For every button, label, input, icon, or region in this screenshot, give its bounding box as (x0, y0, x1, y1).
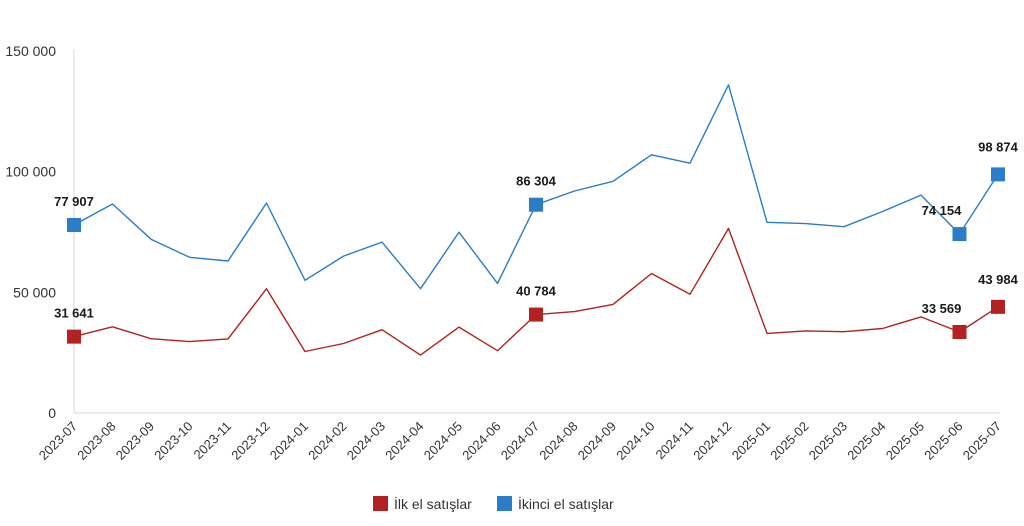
data-point-marker (952, 324, 967, 339)
x-tick-label: 2024-03 (344, 419, 388, 463)
x-tick-label: 2024-07 (498, 419, 542, 463)
y-tick-label: 0 (48, 405, 56, 421)
data-point-marker (991, 167, 1005, 182)
y-tick-label: 150 000 (5, 43, 56, 59)
x-tick-label: 2023-12 (228, 419, 272, 463)
x-tick-label: 2025-06 (921, 419, 965, 463)
data-label: 33 569 (922, 301, 962, 316)
data-label: 74 154 (922, 203, 963, 218)
data-label: 31 641 (54, 306, 94, 321)
x-tick-label: 2025-05 (883, 419, 927, 463)
y-tick-label: 50 000 (13, 284, 56, 300)
x-tick-label: 2024-08 (536, 419, 580, 463)
data-point-marker (529, 197, 543, 212)
data-point-marker (991, 299, 1005, 314)
legend-item: İkinci el satışlar (497, 495, 614, 512)
series-1: 31 641 40 784 33 569 43 984 (54, 227, 1019, 356)
x-tick-label: 2024-12 (690, 419, 734, 463)
x-tick-label: 2023-10 (151, 419, 195, 463)
data-label: 43 984 (978, 272, 1019, 287)
x-tick-label: 2025-04 (844, 419, 888, 463)
x-tick-label: 2024-06 (459, 419, 503, 463)
x-tick-label: 2024-09 (575, 419, 619, 463)
legend: İlk el satışlar İkinci el satışlar (373, 495, 614, 512)
x-tick-label: 2024-04 (382, 419, 426, 463)
x-tick-label: 2024-05 (421, 419, 465, 463)
x-axis: 2023-072023-082023-092023-102023-112023-… (36, 412, 1004, 463)
series-2: 77 907 86 304 74 154 98 874 (54, 84, 1019, 290)
x-tick-label: 2023-08 (74, 419, 118, 463)
x-tick-label: 2023-09 (113, 419, 157, 463)
x-tick-label: 2023-11 (190, 419, 234, 463)
y-axis: 0 50 000 100 000 150 000 (5, 43, 75, 421)
x-tick-label: 2025-07 (960, 419, 1004, 463)
x-tick-label: 2024-01 (267, 419, 311, 463)
legend-label: İlk el satışlar (394, 495, 472, 512)
plot-area: 31 641 40 784 33 569 43 984 77 907 86 304 74 1… (54, 84, 1019, 356)
data-label: 77 907 (54, 194, 94, 209)
data-point-marker (67, 329, 81, 344)
data-label: 86 304 (516, 174, 557, 189)
legend-swatch (497, 496, 512, 511)
x-tick-label: 2025-02 (767, 419, 811, 463)
legend-swatch (373, 496, 388, 511)
data-label: 40 784 (516, 284, 557, 299)
y-tick-label: 100 000 (5, 164, 56, 180)
x-tick-label: 2023-07 (36, 419, 80, 463)
legend-item: İlk el satışlar (373, 495, 472, 512)
data-label: 98 874 (978, 139, 1019, 154)
data-point-marker (952, 227, 967, 242)
x-tick-label: 2024-02 (305, 419, 349, 463)
data-point-marker (529, 307, 543, 322)
x-tick-label: 2024-10 (613, 419, 657, 463)
x-tick-label: 2024-11 (652, 419, 696, 463)
x-tick-label: 2025-03 (806, 419, 850, 463)
legend-label: İkinci el satışlar (518, 495, 614, 512)
x-tick-label: 2025-01 (729, 419, 773, 463)
data-point-marker (67, 217, 81, 232)
